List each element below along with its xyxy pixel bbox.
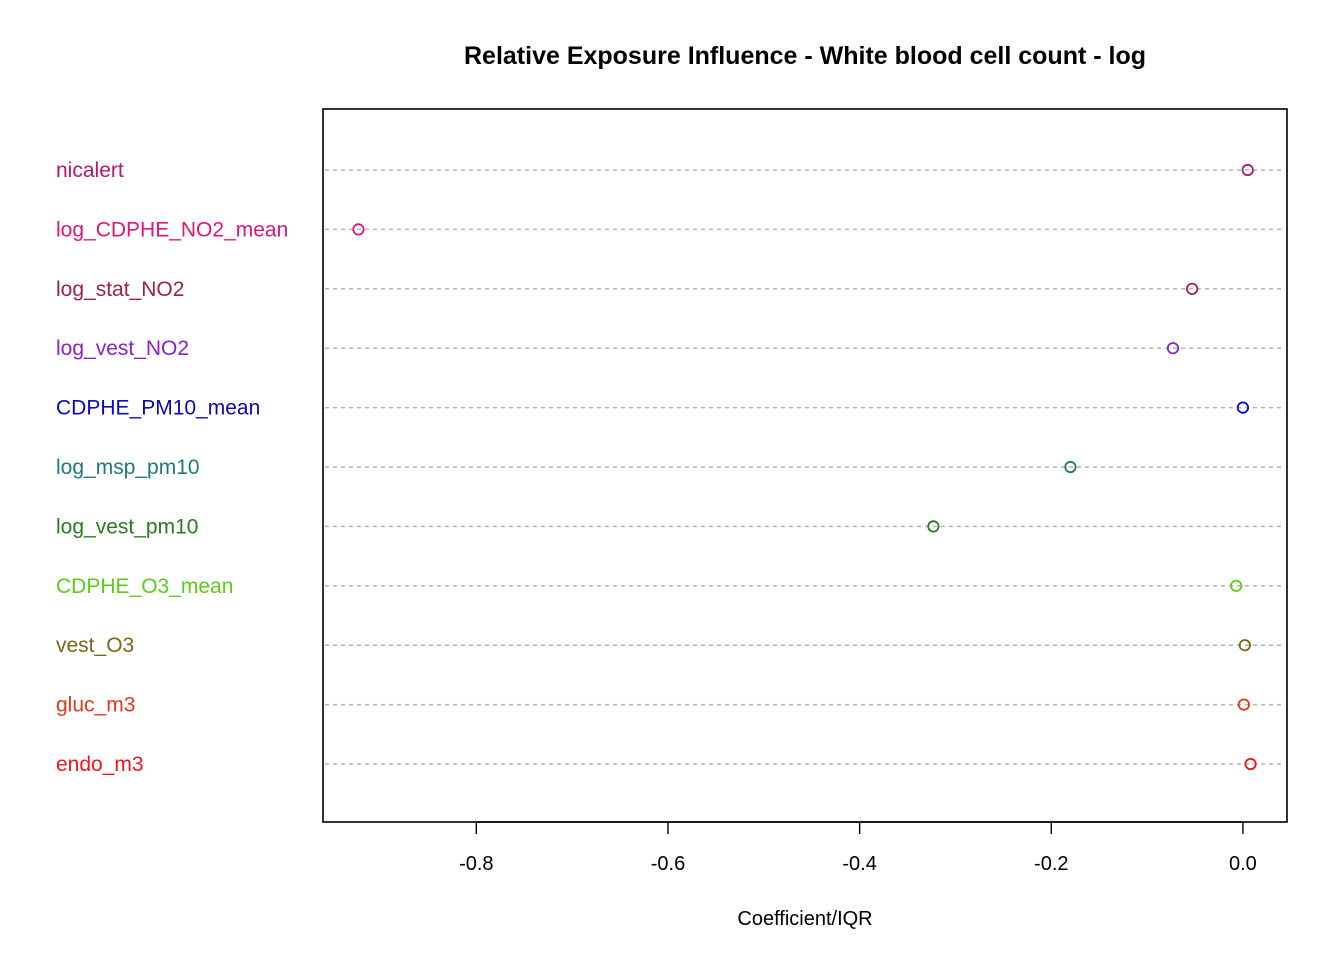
category-label: log_CDPHE_NO2_mean xyxy=(56,218,288,241)
data-point xyxy=(927,520,940,533)
category-label: vest_O3 xyxy=(56,634,134,657)
chart-title: Relative Exposure Influence - White bloo… xyxy=(464,42,1146,70)
grid-lines xyxy=(325,169,1285,765)
category-label: CDPHE_O3_mean xyxy=(56,575,233,598)
x-tick-label: -0.2 xyxy=(1034,853,1068,875)
category-label: endo_m3 xyxy=(56,753,144,776)
plot-frame xyxy=(322,108,1288,823)
data-point xyxy=(1166,342,1180,355)
x-ticks: -0.8 -0.6 -0.4 -0.2 0.0 xyxy=(459,822,1257,875)
data-point xyxy=(1241,163,1254,177)
category-labels: nicalert log_CDPHE_NO2_mean log_stat_NO2lo… xyxy=(56,159,288,776)
data-point xyxy=(1186,282,1199,295)
x-axis-label: Coefficient/IQR xyxy=(737,908,872,930)
x-tick-label: -0.4 xyxy=(842,853,876,875)
x-tick-label: -0.6 xyxy=(651,853,685,875)
x-axis: -0.8 -0.6 -0.4 -0.2 0.0 xyxy=(459,821,1257,875)
category-label: CDPHE_PM10_mean xyxy=(56,397,260,420)
x-tick-label: 0.0 xyxy=(1229,853,1257,875)
data-point xyxy=(1237,698,1250,711)
category-label: log_vest_NO2 xyxy=(56,337,189,360)
data-points xyxy=(352,163,1257,771)
x-tick-label: -0.8 xyxy=(459,853,493,875)
data-point xyxy=(1064,460,1077,474)
category-label: gluc_m3 xyxy=(56,694,135,717)
data-point xyxy=(1238,639,1251,652)
category-label: nicalert xyxy=(56,159,124,182)
data-point xyxy=(1230,579,1243,592)
data-point xyxy=(1236,401,1250,414)
category-label: log_msp_pm10 xyxy=(56,456,200,479)
data-point xyxy=(1244,757,1257,771)
category-label: log_vest_pm10 xyxy=(56,515,198,538)
data-point xyxy=(352,223,365,236)
category-label: log_stat_NO2 xyxy=(56,278,184,301)
